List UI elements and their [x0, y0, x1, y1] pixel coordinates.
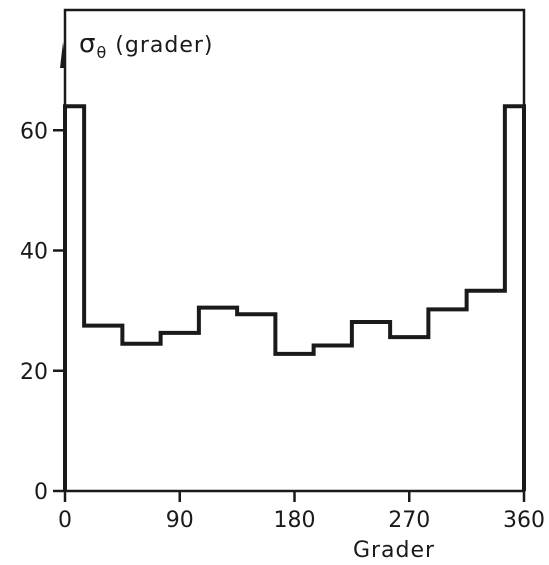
y-tick-label-0: 0 — [34, 480, 48, 505]
x-tick-label-180: 180 — [274, 508, 316, 533]
y-axis-text: (grader) — [115, 33, 213, 58]
y-axis-subscript: θ — [96, 43, 107, 62]
x-tick-label-360: 360 — [503, 508, 545, 533]
plot-frame — [63, 8, 526, 493]
y-axis-symbol: σ — [79, 29, 96, 59]
y-tick-label-20: 20 — [20, 360, 48, 385]
y-axis-label: σθ (grader) — [60, 29, 213, 68]
x-tick-label-0: 0 — [58, 508, 72, 533]
x-tick-label-90: 90 — [166, 508, 194, 533]
y-tick-label-60: 60 — [20, 119, 48, 144]
x-axis-label: Grader — [353, 538, 435, 563]
data-series-step-line — [63, 104, 526, 491]
svg-text:σθ (grader): σθ (grader) — [79, 29, 213, 62]
x-tick-label-270: 270 — [388, 508, 430, 533]
y-axis-arrow-icon — [60, 42, 66, 68]
y-tick-label-40: 40 — [20, 240, 48, 265]
